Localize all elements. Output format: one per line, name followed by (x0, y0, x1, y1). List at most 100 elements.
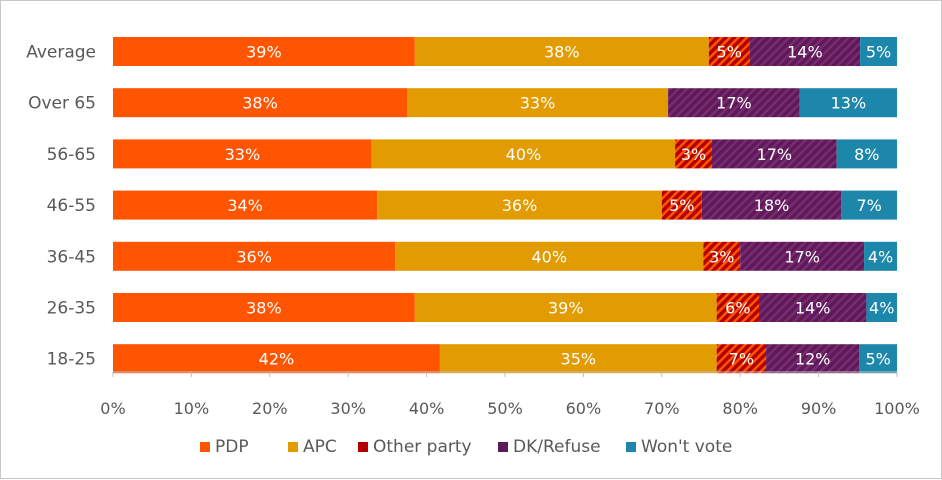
bar-over-65-apc (407, 88, 669, 118)
legend-label-won-t-vote: Won't vote (641, 437, 732, 457)
legend-swatch-apc (288, 442, 298, 452)
legend-swatch-won-t-vote (626, 442, 636, 452)
bar-average-other-party (708, 37, 750, 66)
bars-group: 39% 38% 5% 14% 5% 38% 33% 17% 13% 33% 40% 3% 17% 8% 34… (113, 37, 897, 374)
bar-26-35-pdp (113, 293, 415, 322)
category-label-over-65: Over 65 (28, 94, 96, 114)
value-label-over-65-pdp: 38% (242, 94, 278, 113)
value-label-average-apc: 38% (544, 43, 580, 62)
value-label-18-25-dk-refuse: 12% (795, 350, 831, 369)
value-label-36-45-pdp: 36% (236, 247, 272, 266)
bar-36-45-won-t-vote (864, 241, 897, 271)
value-label-46-55-won-t-vote: 7% (856, 196, 881, 215)
value-label-56-65-dk-refuse: 17% (757, 145, 793, 164)
x-tick-label: 90% (801, 399, 837, 418)
legend-swatch-other-party (358, 442, 368, 452)
bar-26-35-other-party (716, 293, 760, 322)
bar-36-45-pdp (113, 241, 396, 271)
bar-18-25-pdp (113, 344, 440, 374)
value-label-18-25-apc: 35% (561, 350, 597, 369)
category-label-average: Average (26, 43, 96, 63)
legend-label-apc: APC (303, 437, 337, 457)
legend-label-other-party: Other party (373, 437, 472, 457)
x-tick-label: 20% (252, 399, 288, 418)
value-label-26-35-other-party: 6% (725, 299, 750, 318)
bar-18-25-apc (439, 344, 717, 374)
bar-average-won-t-vote (860, 37, 897, 66)
value-label-36-45-won-t-vote: 4% (868, 247, 893, 266)
x-axis: 0% 10% 20% 30% 40% 50% 60% 70% 80% 90% 100% (100, 371, 920, 418)
bar-over-65-won-t-vote (799, 88, 897, 118)
x-tick-label: 100% (874, 399, 920, 418)
bar-56-65-won-t-vote (836, 139, 897, 169)
bar-average-apc (414, 37, 709, 66)
value-label-36-45-apc: 40% (532, 247, 568, 266)
bar-18-25-other-party (716, 344, 767, 374)
bar-46-55-won-t-vote (841, 190, 897, 220)
value-label-46-55-pdp: 34% (227, 196, 263, 215)
bar-46-55-apc (377, 190, 662, 220)
x-tick-label: 50% (487, 399, 523, 418)
x-tick-label: 30% (330, 399, 366, 418)
value-label-26-35-dk-refuse: 14% (795, 299, 831, 318)
category-label-18-25: 18-25 (47, 350, 96, 370)
value-label-46-55-dk-refuse: 18% (754, 196, 790, 215)
value-label-56-65-pdp: 33% (225, 145, 261, 164)
value-label-46-55-apc: 36% (502, 196, 538, 215)
category-label-36-45: 36-45 (47, 247, 96, 267)
x-tick-label: 10% (174, 399, 210, 418)
value-label-46-55-other-party: 5% (669, 196, 694, 215)
bar-26-35-dk-refuse (759, 293, 867, 322)
bar-46-55-dk-refuse (701, 190, 842, 220)
value-label-average-other-party: 5% (717, 43, 742, 62)
legend-label-dk-refuse: DK/Refuse (513, 437, 601, 457)
value-label-average-dk-refuse: 14% (787, 43, 823, 62)
legend-label-pdp: PDP (215, 437, 249, 457)
bar-36-45-apc (395, 241, 704, 271)
bar-56-65-apc (371, 139, 676, 169)
x-tick-label: 0% (100, 399, 125, 418)
legend: PDP APC Other party DK/Refuse Won't vote (200, 437, 732, 457)
bar-56-65-pdp (113, 139, 372, 169)
x-tick-label: 80% (722, 399, 758, 418)
value-label-average-won-t-vote: 5% (866, 43, 891, 62)
value-label-18-25-pdp: 42% (259, 350, 295, 369)
bar-46-55-pdp (113, 190, 378, 220)
value-label-36-45-dk-refuse: 17% (784, 247, 820, 266)
category-label-56-65: 56-65 (47, 145, 96, 165)
value-label-56-65-other-party: 3% (681, 145, 706, 164)
bar-26-35-apc (414, 293, 717, 322)
category-labels: Average Over 65 56-65 46-55 36-45 26-35 18-25 (26, 43, 96, 370)
value-label-26-35-apc: 39% (548, 299, 584, 318)
x-tick-label: 60% (566, 399, 602, 418)
bar-36-45-other-party (703, 241, 741, 271)
bar-18-25-dk-refuse (766, 344, 860, 374)
category-label-46-55: 46-55 (47, 196, 96, 216)
x-tick-label: 40% (409, 399, 445, 418)
value-label-18-25-won-t-vote: 5% (865, 350, 890, 369)
bar-56-65-other-party (675, 139, 712, 169)
value-label-over-65-won-t-vote: 13% (831, 94, 867, 113)
value-label-26-35-won-t-vote: 4% (869, 299, 894, 318)
bar-over-65-pdp (113, 88, 407, 118)
value-label-18-25-other-party: 7% (729, 350, 754, 369)
legend-swatch-pdp (200, 442, 210, 452)
value-label-56-65-apc: 40% (506, 145, 542, 164)
bar-average-pdp (113, 37, 415, 66)
bar-36-45-dk-refuse (740, 241, 865, 271)
value-label-26-35-pdp: 38% (246, 299, 282, 318)
x-tick-label: 70% (644, 399, 680, 418)
value-label-over-65-dk-refuse: 17% (716, 94, 752, 113)
value-label-36-45-other-party: 3% (709, 247, 734, 266)
legend-swatch-dk-refuse (498, 442, 508, 452)
value-label-over-65-apc: 33% (520, 94, 556, 113)
value-label-average-pdp: 39% (246, 43, 282, 62)
bar-18-25-won-t-vote (859, 344, 897, 374)
bar-26-35-won-t-vote (866, 293, 897, 322)
value-label-56-65-won-t-vote: 8% (854, 145, 879, 164)
bar-over-65-dk-refuse (668, 88, 800, 118)
bar-56-65-dk-refuse (711, 139, 837, 169)
bar-46-55-other-party (661, 190, 702, 220)
